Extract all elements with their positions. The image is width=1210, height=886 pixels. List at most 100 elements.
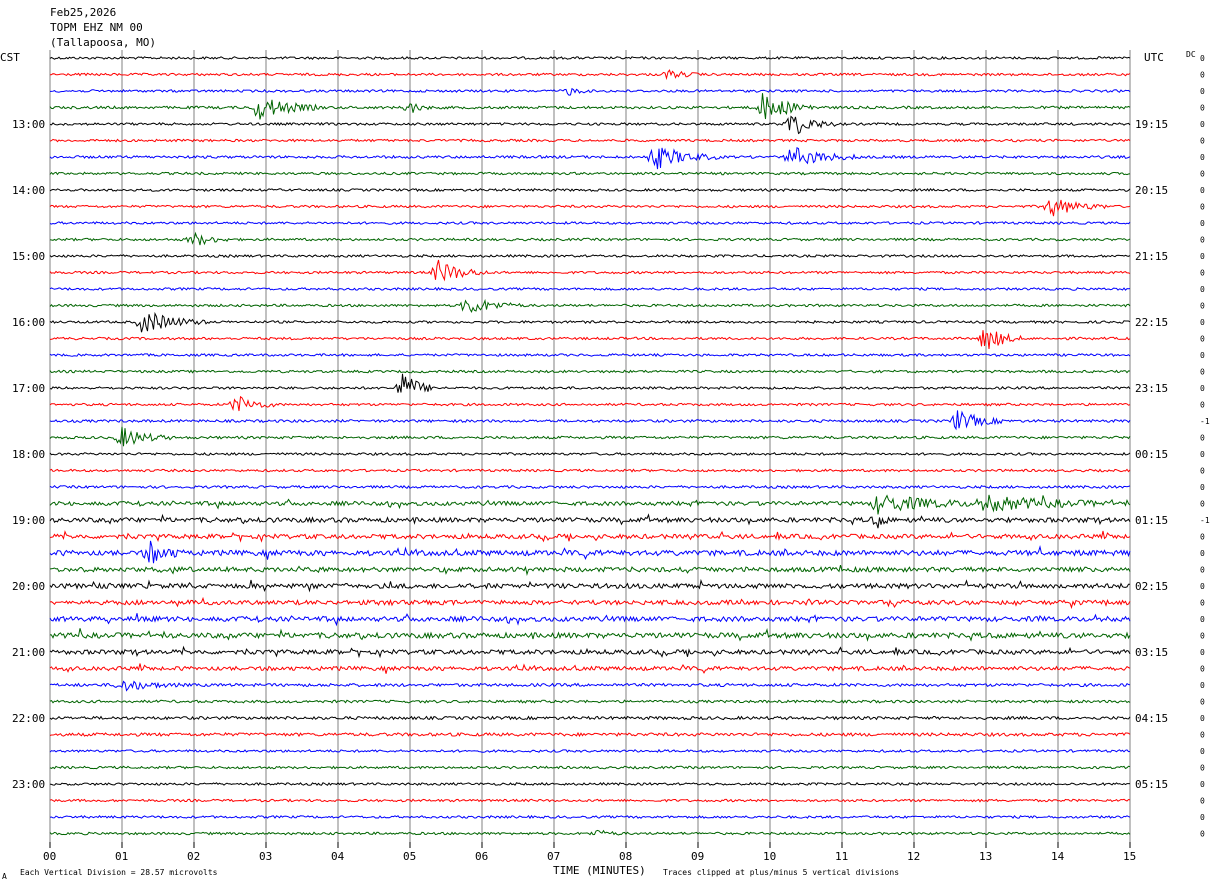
trace-4 bbox=[49, 115, 1131, 135]
trace-45 bbox=[49, 798, 1131, 803]
dc-offset-label: 0 bbox=[1200, 434, 1205, 443]
x-tick-label: 09 bbox=[691, 850, 704, 863]
trace-25 bbox=[49, 468, 1131, 473]
left-hour-label: 15:00 bbox=[12, 250, 45, 263]
left-hour-label: 17:00 bbox=[12, 382, 45, 395]
x-axis-label: TIME (MINUTES) bbox=[553, 864, 646, 877]
left-hour-label: 19:00 bbox=[12, 514, 45, 527]
dc-offset-label: 0 bbox=[1200, 764, 1205, 773]
dc-offset-label: 0 bbox=[1200, 797, 1205, 806]
x-tick-label: 15 bbox=[1123, 850, 1136, 863]
dc-offset-label: 0 bbox=[1200, 780, 1205, 789]
trace-42 bbox=[49, 748, 1131, 753]
dc-offset-label: 0 bbox=[1200, 648, 1205, 657]
dc-offset-label: 0 bbox=[1200, 318, 1205, 327]
right-hour-label: 00:15 bbox=[1135, 448, 1168, 461]
dc-offset-label: 0 bbox=[1200, 632, 1205, 641]
dc-offset-label: 0 bbox=[1200, 203, 1205, 212]
scale-note: Each Vertical Division = 28.57 microvolt… bbox=[20, 868, 218, 877]
right-hour-label: 02:15 bbox=[1135, 580, 1168, 593]
x-tick-label: 04 bbox=[331, 850, 345, 863]
right-hour-label: 23:15 bbox=[1135, 382, 1168, 395]
trace-13 bbox=[49, 259, 1131, 282]
trace-17 bbox=[49, 330, 1131, 349]
left-hour-label: 18:00 bbox=[12, 448, 45, 461]
dc-offset-label: 0 bbox=[1200, 137, 1205, 146]
left-hour-label: 21:00 bbox=[12, 646, 45, 659]
trace-34 bbox=[49, 613, 1131, 627]
left-hour-label: 13:00 bbox=[12, 118, 45, 131]
dc-offset-label: 0 bbox=[1200, 549, 1205, 558]
dc-offset-label: 0 bbox=[1200, 681, 1205, 690]
trace-group bbox=[49, 55, 1131, 836]
dc-offset-label: 0 bbox=[1200, 335, 1205, 344]
x-tick-label: 01 bbox=[115, 850, 128, 863]
trace-38 bbox=[49, 680, 1131, 692]
trace-39 bbox=[49, 699, 1131, 704]
x-tick-label: 03 bbox=[259, 850, 272, 863]
dc-label: DC bbox=[1186, 50, 1196, 59]
trace-14 bbox=[49, 286, 1131, 292]
dc-offset-label: 0 bbox=[1200, 582, 1205, 591]
x-tick-label: 07 bbox=[547, 850, 560, 863]
dc-offset-label: 0 bbox=[1200, 747, 1205, 756]
x-axis-ticks: 00 01 02 03 04 05 06 07 08 09 10 11 12 13 14 15 bbox=[43, 842, 1136, 863]
dc-offset-label: 0 bbox=[1200, 615, 1205, 624]
dc-offset-label: 0 bbox=[1200, 269, 1205, 278]
header-location: (Tallapoosa, MO) bbox=[50, 36, 156, 49]
x-tick-label: 08 bbox=[619, 850, 632, 863]
dc-offset-label: 0 bbox=[1200, 170, 1205, 179]
dc-offset-label: 0 bbox=[1200, 236, 1205, 245]
dc-offset-label: 0 bbox=[1200, 384, 1205, 393]
trace-21 bbox=[49, 395, 1131, 412]
dc-offset-label: 0 bbox=[1200, 120, 1205, 129]
trace-46 bbox=[49, 814, 1131, 820]
right-hour-label: 20:15 bbox=[1135, 184, 1168, 197]
trace-9 bbox=[49, 199, 1131, 217]
dc-offset-label: 0 bbox=[1200, 714, 1205, 723]
dc-offset-label: 0 bbox=[1200, 830, 1205, 839]
trace-28 bbox=[49, 513, 1131, 529]
left-timezone-label: CST bbox=[0, 51, 20, 64]
trace-41 bbox=[49, 731, 1131, 738]
dc-offset-label: 0 bbox=[1200, 368, 1205, 377]
dc-offset-label: 0 bbox=[1200, 219, 1205, 228]
dc-offset-label: 0 bbox=[1200, 285, 1205, 294]
left-hour-labels: 13:00 14:00 15:00 16:00 17:00 18:00 19:00 20:00… bbox=[12, 118, 45, 791]
dc-offset-label: 0 bbox=[1200, 104, 1205, 113]
trace-20 bbox=[49, 373, 1131, 393]
trace-8 bbox=[49, 187, 1131, 192]
trace-40 bbox=[49, 715, 1131, 721]
right-hour-label: 05:15 bbox=[1135, 778, 1168, 791]
dc-offset-label: 0 bbox=[1200, 698, 1205, 707]
trace-43 bbox=[49, 765, 1131, 770]
right-hour-label: 19:15 bbox=[1135, 118, 1168, 131]
trace-27 bbox=[49, 494, 1131, 515]
clip-note: Traces clipped at plus/minus 5 vertical … bbox=[663, 868, 899, 877]
dc-offset-label: 0 bbox=[1200, 302, 1205, 311]
x-tick-label: 14 bbox=[1051, 850, 1065, 863]
x-tick-label: 02 bbox=[187, 850, 200, 863]
dc-offset-label: -1 bbox=[1200, 516, 1210, 525]
dc-offset-label: 0 bbox=[1200, 252, 1205, 261]
left-hour-label: 20:00 bbox=[12, 580, 45, 593]
trace-3 bbox=[49, 93, 1131, 120]
trace-2 bbox=[50, 87, 1131, 96]
dc-offset-label: 0 bbox=[1200, 450, 1205, 459]
x-tick-label: 10 bbox=[763, 850, 776, 863]
trace-31 bbox=[49, 564, 1131, 576]
dc-offset-label: 0 bbox=[1200, 71, 1205, 80]
right-hour-label: 03:15 bbox=[1135, 646, 1168, 659]
left-hour-label: 16:00 bbox=[12, 316, 45, 329]
trace-44 bbox=[49, 781, 1131, 786]
right-hour-labels: 19:15 20:15 21:15 22:15 23:15 00:15 01:15 02:15… bbox=[1135, 118, 1168, 791]
left-hour-label: 14:00 bbox=[12, 184, 45, 197]
left-hour-label: 22:00 bbox=[12, 712, 45, 725]
trace-18 bbox=[49, 352, 1131, 358]
x-tick-label: 12 bbox=[907, 850, 920, 863]
corner-mark: A bbox=[2, 872, 7, 881]
dc-offset-label: 0 bbox=[1200, 153, 1205, 162]
trace-10 bbox=[49, 220, 1131, 225]
dc-offset-label: 0 bbox=[1200, 566, 1205, 575]
